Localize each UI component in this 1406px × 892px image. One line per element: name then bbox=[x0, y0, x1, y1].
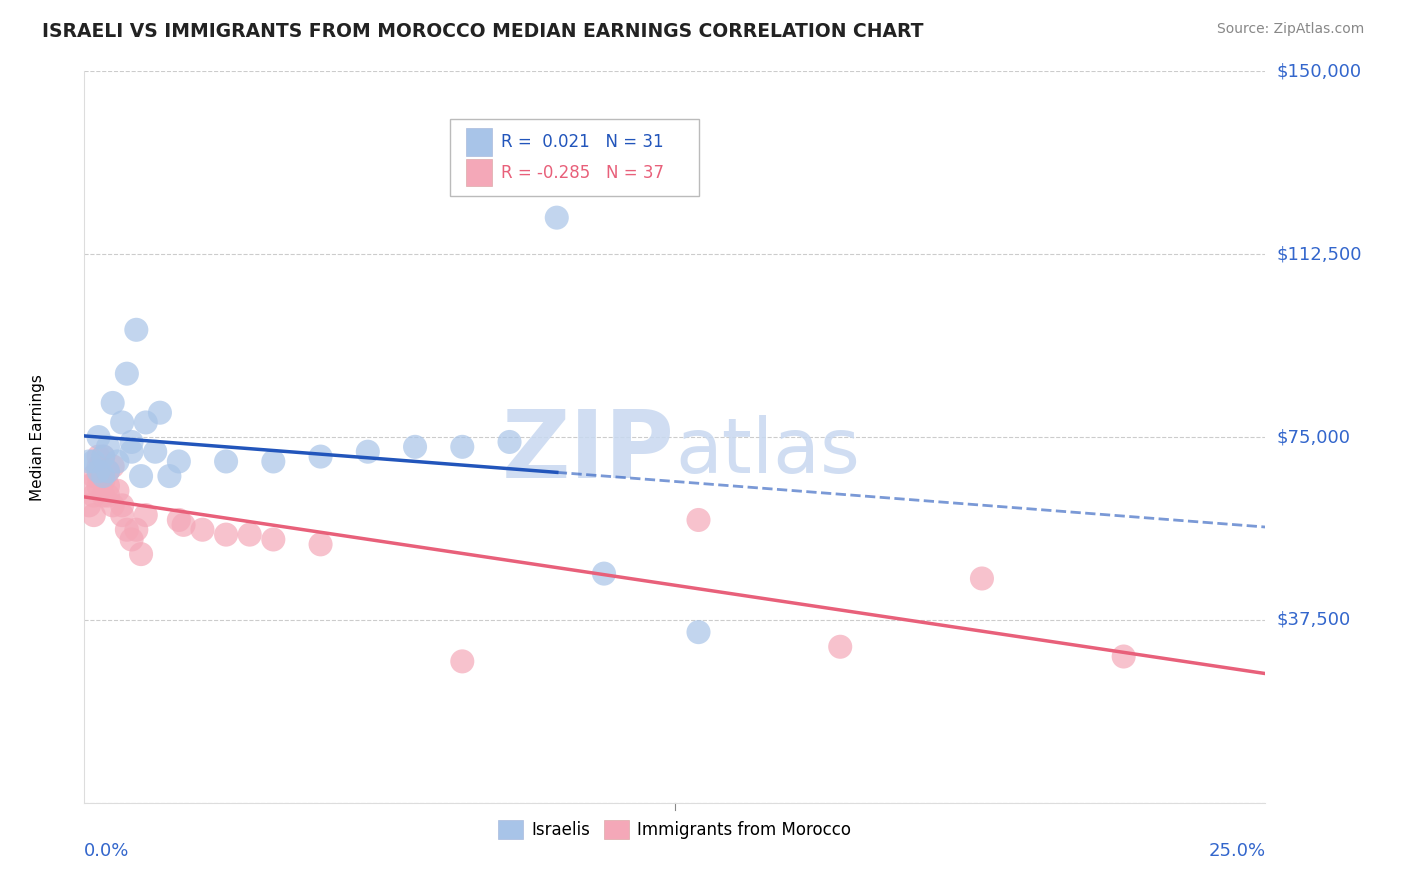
Point bbox=[77, 479, 100, 493]
Text: 0.0%: 0.0% bbox=[84, 842, 129, 860]
Point bbox=[451, 440, 474, 454]
Point bbox=[77, 454, 100, 468]
Point bbox=[239, 527, 262, 541]
Point bbox=[83, 508, 105, 522]
Point bbox=[970, 572, 993, 586]
Point bbox=[135, 416, 157, 430]
Point bbox=[157, 469, 180, 483]
Legend: Israelis, Immigrants from Morocco: Israelis, Immigrants from Morocco bbox=[492, 814, 858, 846]
Point bbox=[215, 527, 238, 541]
Point bbox=[83, 489, 105, 503]
Point bbox=[688, 625, 710, 640]
Point bbox=[125, 323, 148, 337]
Point bbox=[167, 513, 190, 527]
Point bbox=[309, 537, 332, 551]
FancyBboxPatch shape bbox=[450, 119, 699, 195]
Point bbox=[97, 464, 120, 478]
Text: ISRAELI VS IMMIGRANTS FROM MOROCCO MEDIAN EARNINGS CORRELATION CHART: ISRAELI VS IMMIGRANTS FROM MOROCCO MEDIA… bbox=[42, 22, 924, 41]
Point bbox=[91, 469, 114, 483]
Point bbox=[83, 454, 105, 468]
Point bbox=[173, 517, 195, 532]
Text: atlas: atlas bbox=[675, 415, 859, 489]
Point bbox=[77, 499, 100, 513]
Point bbox=[135, 508, 157, 522]
Point bbox=[111, 416, 134, 430]
Point bbox=[91, 474, 114, 488]
Text: ZIP: ZIP bbox=[502, 406, 675, 498]
Point bbox=[357, 444, 380, 458]
Point bbox=[688, 513, 710, 527]
Point bbox=[91, 489, 114, 503]
Text: 25.0%: 25.0% bbox=[1208, 842, 1265, 860]
Point bbox=[129, 547, 152, 561]
Point bbox=[87, 459, 110, 474]
Point bbox=[101, 499, 124, 513]
Point bbox=[191, 523, 214, 537]
Point bbox=[101, 459, 124, 474]
Point bbox=[309, 450, 332, 464]
Point bbox=[91, 450, 114, 464]
Point bbox=[97, 489, 120, 503]
Point bbox=[87, 450, 110, 464]
Point bbox=[149, 406, 172, 420]
Text: Source: ZipAtlas.com: Source: ZipAtlas.com bbox=[1216, 22, 1364, 37]
Point bbox=[830, 640, 852, 654]
Point bbox=[262, 454, 284, 468]
Point bbox=[121, 444, 143, 458]
Point bbox=[97, 464, 120, 478]
Point bbox=[129, 469, 152, 483]
Text: R = -0.285   N = 37: R = -0.285 N = 37 bbox=[502, 163, 664, 182]
Point bbox=[111, 508, 134, 522]
Point bbox=[87, 479, 110, 493]
Text: $37,500: $37,500 bbox=[1277, 611, 1351, 629]
Point bbox=[546, 211, 568, 225]
Point bbox=[262, 533, 284, 547]
Bar bbox=[465, 159, 492, 186]
Text: R =  0.021   N = 31: R = 0.021 N = 31 bbox=[502, 133, 664, 151]
Point bbox=[1112, 649, 1135, 664]
Point bbox=[215, 454, 238, 468]
Point bbox=[121, 434, 143, 449]
Point bbox=[91, 450, 114, 464]
Text: $112,500: $112,500 bbox=[1277, 245, 1362, 263]
Point bbox=[87, 430, 110, 444]
Bar bbox=[465, 128, 492, 156]
Point bbox=[593, 566, 616, 581]
Point bbox=[498, 434, 520, 449]
Point bbox=[167, 454, 190, 468]
Point bbox=[83, 469, 105, 483]
Text: Median Earnings: Median Earnings bbox=[30, 374, 45, 500]
Text: $150,000: $150,000 bbox=[1277, 62, 1361, 80]
Point bbox=[87, 464, 110, 478]
Point bbox=[404, 440, 426, 454]
Point bbox=[115, 367, 138, 381]
Point bbox=[111, 499, 134, 513]
Point bbox=[115, 523, 138, 537]
Point bbox=[97, 479, 120, 493]
Point bbox=[107, 454, 129, 468]
Point bbox=[107, 483, 129, 498]
Point bbox=[97, 440, 120, 454]
Text: $75,000: $75,000 bbox=[1277, 428, 1351, 446]
Point bbox=[451, 654, 474, 668]
Point bbox=[143, 444, 166, 458]
Point bbox=[101, 396, 124, 410]
Point bbox=[87, 469, 110, 483]
Point bbox=[121, 533, 143, 547]
Point bbox=[125, 523, 148, 537]
